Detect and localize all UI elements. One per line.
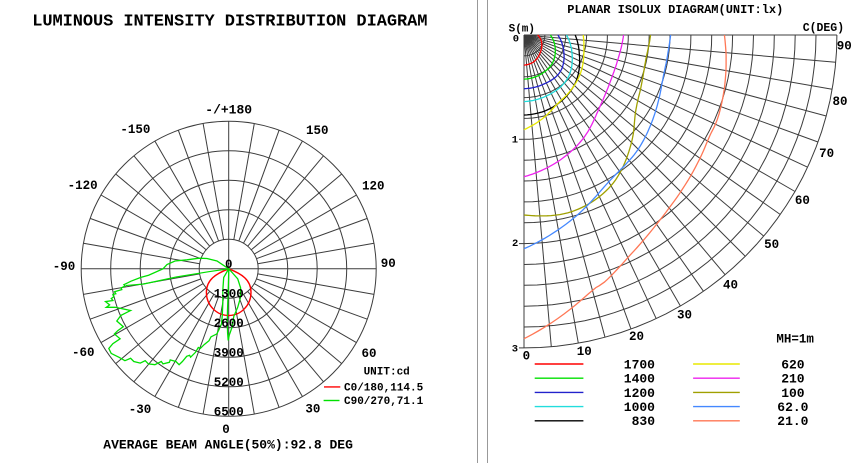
- svg-text:80: 80: [832, 95, 847, 109]
- svg-text:3900: 3900: [214, 346, 244, 360]
- svg-text:AVERAGE BEAM ANGLE(50%):92.8 D: AVERAGE BEAM ANGLE(50%):92.8 DEG: [103, 438, 353, 453]
- svg-text:-60: -60: [72, 346, 95, 360]
- svg-text:30: 30: [305, 403, 320, 417]
- svg-text:5200: 5200: [214, 376, 244, 390]
- svg-text:C0/180,114.5: C0/180,114.5: [344, 382, 424, 394]
- svg-text:30: 30: [677, 308, 692, 322]
- svg-text:830: 830: [632, 414, 656, 429]
- svg-text:210: 210: [781, 372, 805, 387]
- svg-text:1300: 1300: [214, 287, 244, 301]
- svg-text:-30: -30: [129, 403, 152, 417]
- svg-text:120: 120: [362, 180, 385, 194]
- svg-text:150: 150: [306, 124, 329, 138]
- svg-text:2: 2: [512, 238, 518, 250]
- svg-text:0: 0: [523, 349, 531, 363]
- svg-text:620: 620: [781, 357, 805, 372]
- svg-text:21.0: 21.0: [777, 414, 808, 429]
- svg-text:50: 50: [764, 238, 779, 252]
- svg-text:PLANAR ISOLUX DIAGRAM(UNIT:lx): PLANAR ISOLUX DIAGRAM(UNIT:lx): [567, 3, 783, 17]
- svg-text:-120: -120: [68, 179, 98, 193]
- svg-text:2600: 2600: [214, 317, 244, 331]
- svg-text:0: 0: [222, 423, 230, 437]
- svg-text:100: 100: [781, 386, 805, 401]
- svg-text:-90: -90: [53, 260, 76, 274]
- svg-text:70: 70: [819, 147, 834, 161]
- svg-text:90: 90: [381, 257, 396, 271]
- svg-text:20: 20: [629, 330, 644, 344]
- svg-text:-150: -150: [120, 123, 150, 137]
- svg-text:MH=1m: MH=1m: [776, 333, 814, 347]
- svg-text:60: 60: [361, 347, 376, 361]
- svg-text:1: 1: [512, 135, 518, 147]
- svg-text:3: 3: [512, 344, 518, 356]
- svg-text:0: 0: [225, 258, 233, 272]
- svg-text:0: 0: [513, 34, 519, 46]
- svg-text:1000: 1000: [624, 400, 655, 415]
- svg-text:C(DEG): C(DEG): [803, 22, 844, 35]
- svg-text:S(m): S(m): [509, 23, 535, 35]
- svg-text:1400: 1400: [624, 372, 655, 387]
- svg-text:90: 90: [837, 40, 852, 54]
- svg-text:40: 40: [723, 279, 738, 293]
- svg-text:C90/270,71.1: C90/270,71.1: [344, 396, 424, 408]
- svg-text:-/+180: -/+180: [205, 102, 252, 117]
- svg-text:UNIT:cd: UNIT:cd: [364, 367, 410, 379]
- svg-text:10: 10: [577, 345, 592, 359]
- svg-text:62.0: 62.0: [777, 400, 808, 415]
- svg-text:1200: 1200: [624, 386, 655, 401]
- svg-text:60: 60: [795, 194, 810, 208]
- svg-text:6500: 6500: [214, 405, 244, 419]
- svg-text:1700: 1700: [624, 357, 655, 372]
- svg-text:LUMINOUS INTENSITY DISTRIBUTIO: LUMINOUS INTENSITY DISTRIBUTION DIAGRAM: [32, 13, 427, 32]
